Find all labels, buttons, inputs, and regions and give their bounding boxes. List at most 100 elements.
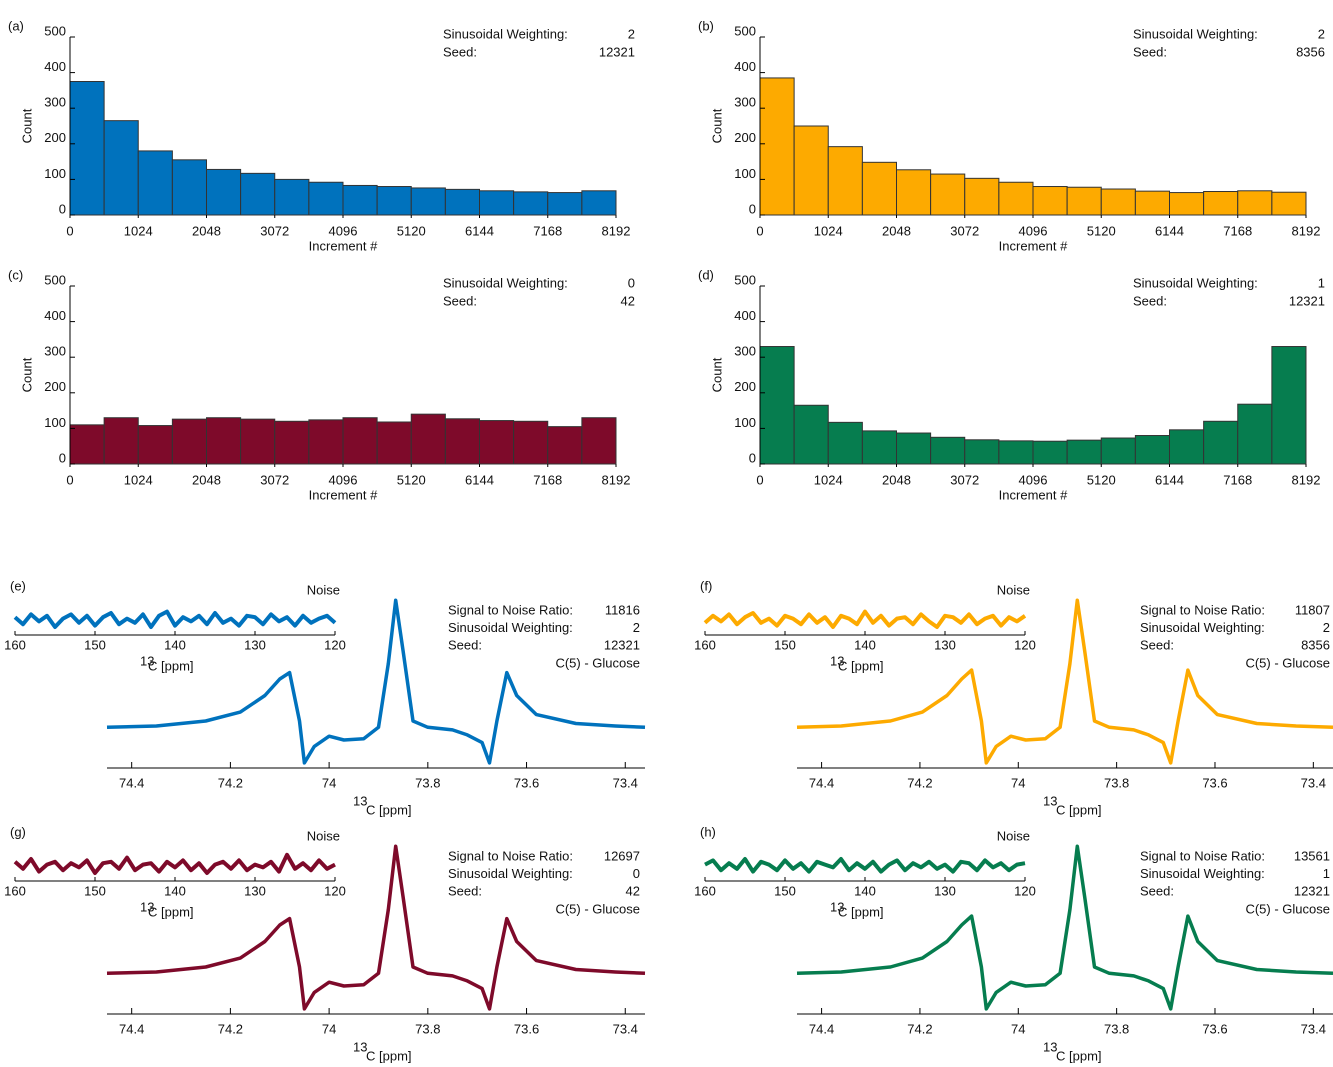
x-tick-label: 2048 [192,223,221,238]
x-axis-label: Increment # [309,238,378,253]
inset-x-tick-label: 130 [934,883,956,898]
bar [342,417,378,465]
x-axis-label: Increment # [999,487,1068,502]
y-tick-label: 500 [734,272,756,287]
bar [930,436,966,465]
x-tick-label: 4096 [1019,472,1048,487]
bar [410,187,446,216]
x-tick-label: 6144 [465,223,494,238]
bar [103,417,139,465]
bar [547,192,583,216]
y-tick-label: 100 [734,166,756,181]
annotation-label: Signal to Noise Ratio: [1140,602,1265,617]
x-tick-label: 74.4 [809,1021,834,1036]
x-tick-label: 74.4 [809,775,834,790]
x-tick-label: 7168 [1223,223,1252,238]
y-tick-label: 500 [44,272,66,287]
noise-line [704,857,1026,874]
panel-label: (d) [698,267,714,282]
y-tick-label: 0 [59,450,66,465]
y-tick-label: 300 [734,95,756,110]
inset-title: Noise [307,582,340,597]
bar [1032,440,1068,465]
bar [1169,192,1205,216]
bar [964,439,1000,465]
bar [759,77,795,216]
spectrum-line [796,598,1333,765]
bar [240,172,276,216]
x-tick-label: 73.8 [1104,775,1129,790]
annotation-value: 8356 [1301,637,1330,652]
x-tick-label: 73.6 [514,1021,539,1036]
y-tick-label: 0 [749,201,756,216]
bar [759,346,795,465]
bar [1203,191,1239,216]
panel-label: (c) [8,267,23,282]
noise-line [13,609,337,629]
inset-x-tick-label: 150 [84,883,106,898]
panel: (d) 0 100 200 300 400 500 0 1024 2048 3072 4096 5120… [698,267,1325,502]
x-axis-isotope: 13 [353,1039,367,1054]
y-tick-label: 300 [44,95,66,110]
x-tick-label: 3072 [260,472,289,487]
bar [1066,186,1102,216]
panel-label: (g) [10,824,26,839]
x-tick-label: 0 [66,223,73,238]
bar [1203,420,1239,465]
annotation-value: 1 [1318,275,1325,290]
annotation-value: 42 [621,293,635,308]
y-tick-label: 400 [734,59,756,74]
inset-x-tick-label: 130 [244,883,266,898]
y-tick-label: 200 [44,379,66,394]
annotation-value: 12321 [604,637,640,652]
annotation-value: 2 [628,26,635,41]
y-tick-label: 0 [749,450,756,465]
y-axis-label: Count [709,357,724,392]
inset-x-tick-label: 120 [1014,637,1036,652]
inset-title: Noise [997,828,1030,843]
bar [410,413,446,465]
x-axis-isotope: 13 [1043,793,1057,808]
annotation-value: 13561 [1294,848,1330,863]
inset-x-tick-label: 120 [324,883,346,898]
x-tick-label: 7168 [1223,472,1252,487]
x-tick-label: 8192 [1292,223,1321,238]
x-tick-label: 0 [66,472,73,487]
x-tick-label: 6144 [1155,472,1184,487]
x-tick-label: 8192 [1292,472,1321,487]
panel-label: (b) [698,18,714,33]
x-tick-label: 73.4 [1301,775,1326,790]
bar [171,418,207,465]
inset-title: Noise [307,828,340,843]
y-axis-label: Count [19,108,34,143]
x-tick-label: 3072 [260,223,289,238]
y-tick-label: 100 [44,166,66,181]
annotation-label: Sinusoidal Weighting: [443,26,568,41]
inset-x-axis-label: C [ppm] [838,904,884,919]
bar [1032,186,1068,216]
annotation-label: Sinusoidal Weighting: [448,620,573,635]
bar [342,184,378,216]
bar [171,159,207,216]
x-tick-label: 4096 [1019,223,1048,238]
annotation-label: Seed: [448,883,482,898]
bar [1237,403,1273,465]
inset-x-axis-label: C [ppm] [148,904,194,919]
inset-x-tick-label: 150 [84,637,106,652]
bar [444,418,480,465]
annotation-value: 1 [1323,866,1330,881]
x-tick-label: 73.4 [613,1021,638,1036]
y-tick-label: 300 [734,344,756,359]
x-tick-label: 73.4 [613,775,638,790]
x-tick-label: 8192 [602,472,631,487]
bar [581,190,617,216]
bar [1237,190,1273,216]
inset-x-tick-label: 150 [774,637,796,652]
y-axis-label: Count [709,108,724,143]
y-tick-label: 200 [734,379,756,394]
annotation-value: 11816 [605,602,640,617]
y-tick-label: 200 [44,130,66,145]
